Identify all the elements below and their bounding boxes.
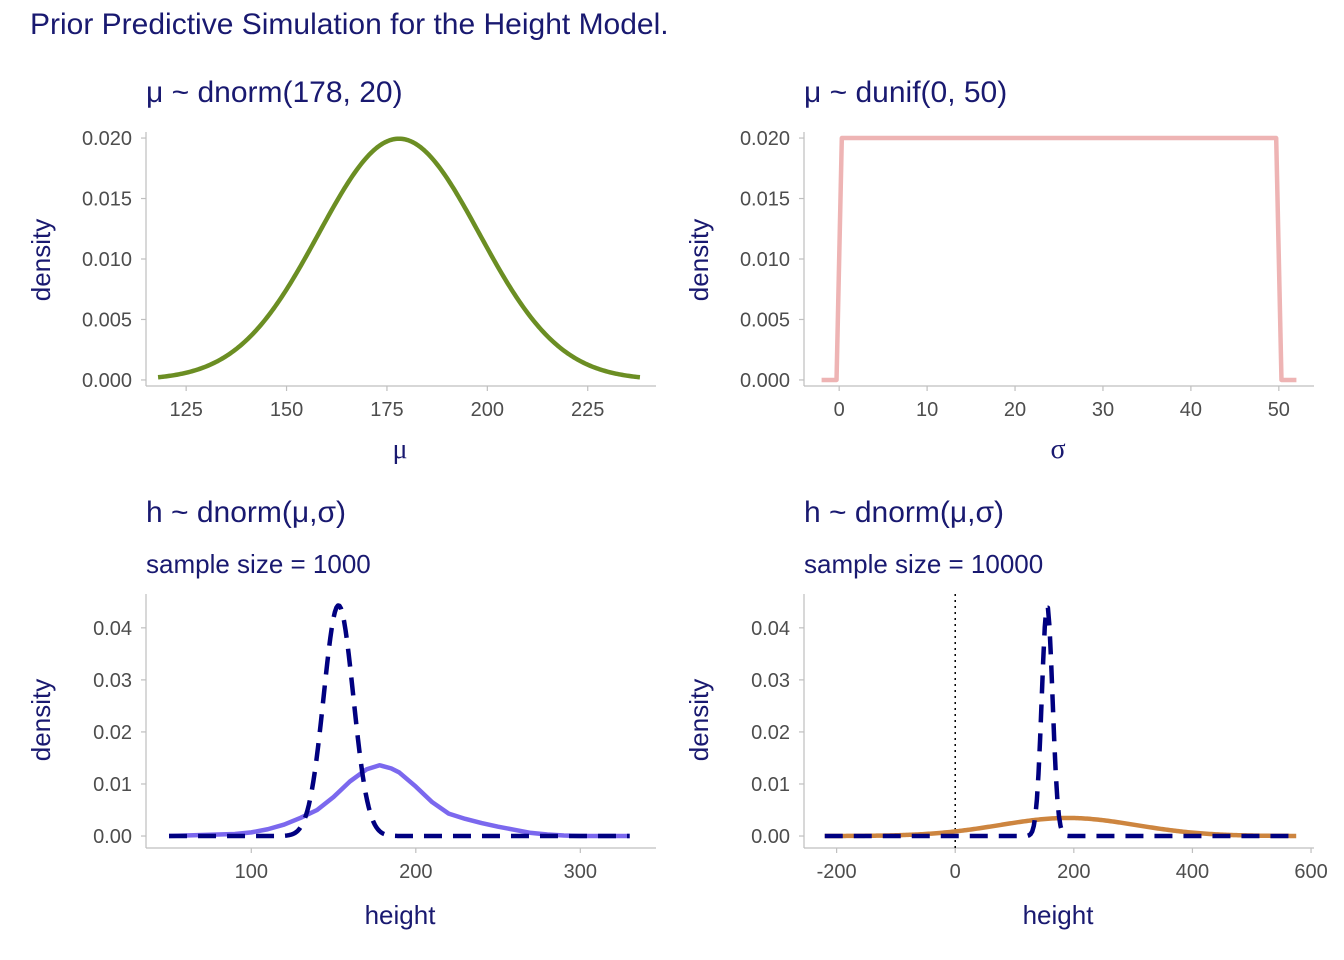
x-axis-label: height (365, 900, 437, 930)
series-line-dashed (824, 605, 1297, 839)
y-tick-label: 0.01 (93, 774, 132, 796)
y-tick-label: 0.005 (740, 309, 790, 331)
y-tick-label: 0.01 (751, 774, 790, 796)
y-axis-label: density (684, 219, 714, 301)
plot-h-prior-1000: 0.00 0.01 0.02 0.03 0.04 100 200 300 (93, 594, 656, 883)
x-tick-label: 40 (1180, 399, 1202, 421)
panel-title: h ~ dnorm(μ,σ) (146, 496, 346, 529)
panel-title: h ~ dnorm(μ,σ) (804, 496, 1004, 529)
y-tick-label: 0.04 (93, 618, 132, 640)
y-tick-label: 0.03 (93, 670, 132, 692)
y-tick-label: 0.000 (82, 370, 132, 392)
series-line-dashed (168, 603, 631, 839)
panel-h-prior-10000: h ~ dnorm(μ,σ) sample size = 10000 densi… (684, 496, 1094, 930)
x-tick-label: 175 (370, 399, 403, 421)
y-tick-label: 0.03 (751, 670, 790, 692)
series-line-solid (168, 762, 630, 839)
x-tick-label: 600 (1294, 861, 1327, 883)
panel-title: μ ~ dnorm(178, 20) (146, 76, 403, 109)
x-tick-label: 300 (564, 861, 597, 883)
x-tick-label: 20 (1004, 399, 1026, 421)
x-tick-label: 200 (471, 399, 504, 421)
panel-subtitle: sample size = 10000 (804, 549, 1043, 579)
panel-mu-prior: μ ~ dnorm(178, 20) density μ (26, 76, 408, 465)
y-tick-label: 0.00 (751, 826, 790, 848)
y-tick-label: 0.010 (740, 249, 790, 271)
plot-h-prior-10000: 0.00 0.01 0.02 0.03 0.04 -200 0 200 400 600 (751, 594, 1328, 883)
x-axis-label: height (1023, 900, 1095, 930)
figure-title: Prior Predictive Simulation for the Heig… (30, 8, 669, 41)
y-tick-label: 0.020 (740, 128, 790, 150)
plot-mu-prior: 0.000 0.005 0.010 0.015 0.020 125 150 175 200 225 (82, 128, 656, 421)
x-tick-label: 200 (399, 861, 432, 883)
panel-subtitle: sample size = 1000 (146, 549, 371, 579)
y-tick-label: 0.015 (82, 189, 132, 211)
x-tick-label: 200 (1057, 861, 1090, 883)
y-axis-label: density (26, 679, 56, 761)
y-axis-label: density (26, 219, 56, 301)
x-tick-label: -200 (817, 861, 857, 883)
y-tick-label: 0.000 (740, 370, 790, 392)
y-tick-label: 0.010 (82, 249, 132, 271)
x-tick-label: 400 (1176, 861, 1209, 883)
y-tick-label: 0.00 (93, 826, 132, 848)
x-tick-label: 0 (950, 861, 961, 883)
panel-h-prior-1000: h ~ dnorm(μ,σ) sample size = 1000 densit… (26, 496, 436, 930)
x-tick-label: 10 (916, 399, 938, 421)
y-tick-label: 0.02 (751, 722, 790, 744)
y-tick-label: 0.02 (93, 722, 132, 744)
x-tick-label: 0 (834, 399, 845, 421)
panel-sigma-prior: μ ~ dunif(0, 50) density σ (684, 76, 1066, 465)
y-tick-label: 0.04 (751, 618, 790, 640)
x-tick-label: 125 (169, 399, 202, 421)
x-tick-label: 225 (571, 399, 604, 421)
x-tick-label: 30 (1092, 399, 1114, 421)
x-tick-label: 150 (270, 399, 303, 421)
x-tick-label: 100 (235, 861, 268, 883)
x-axis-label: μ (392, 434, 407, 465)
y-axis-label: density (684, 679, 714, 761)
panel-title: μ ~ dunif(0, 50) (804, 76, 1007, 109)
x-tick-label: 50 (1268, 399, 1290, 421)
y-tick-label: 0.015 (740, 189, 790, 211)
series-line-solid (821, 135, 1297, 383)
plot-sigma-prior: 0.000 0.005 0.010 0.015 0.020 0 10 20 30 40 50 (740, 128, 1314, 421)
series-line-solid (157, 136, 641, 380)
y-tick-label: 0.020 (82, 128, 132, 150)
y-tick-label: 0.005 (82, 309, 132, 331)
x-axis-label: σ (1050, 434, 1065, 465)
